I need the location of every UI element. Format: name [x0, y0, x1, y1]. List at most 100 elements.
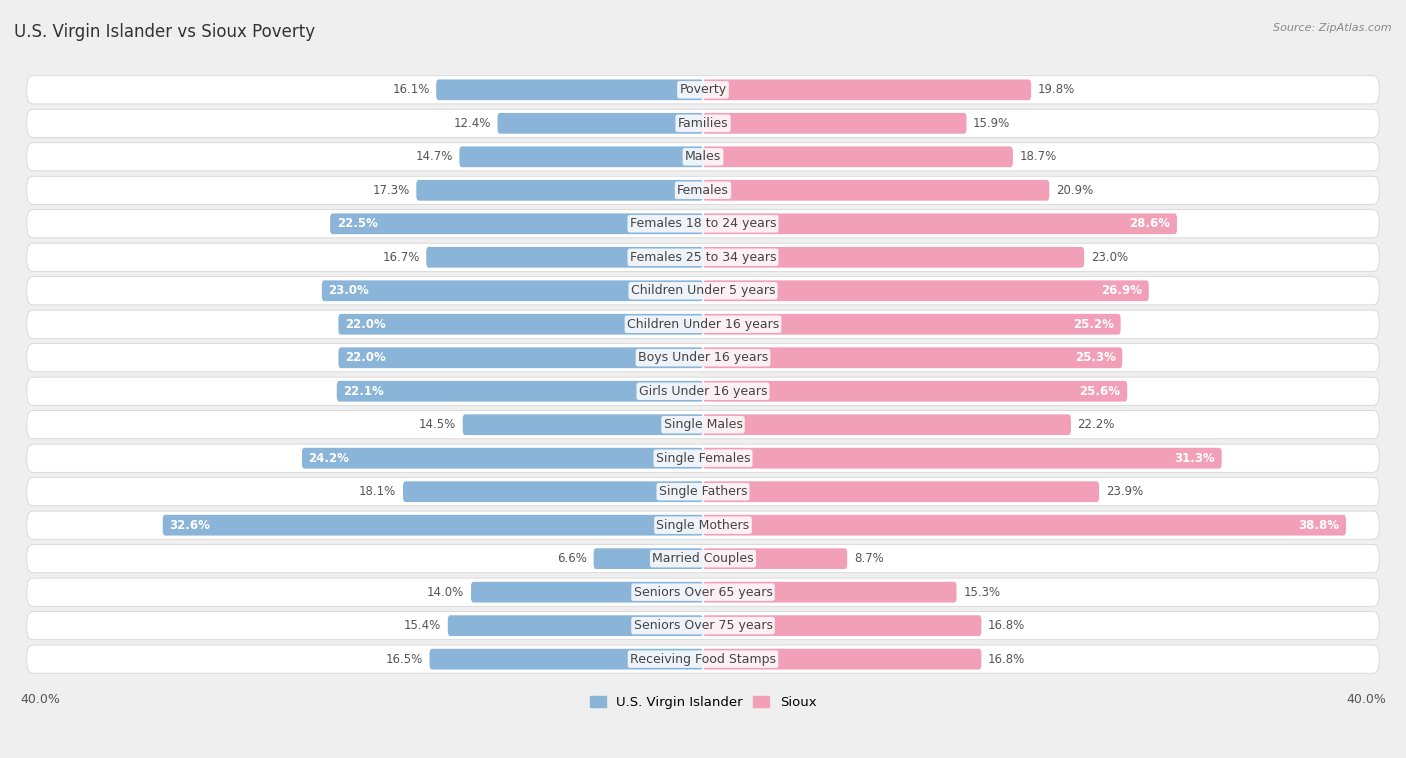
Text: Children Under 5 years: Children Under 5 years [631, 284, 775, 297]
FancyBboxPatch shape [703, 347, 1122, 368]
Text: 15.9%: 15.9% [973, 117, 1011, 130]
FancyBboxPatch shape [703, 146, 1012, 168]
FancyBboxPatch shape [430, 649, 703, 669]
FancyBboxPatch shape [27, 343, 1379, 372]
Text: Children Under 16 years: Children Under 16 years [627, 318, 779, 330]
FancyBboxPatch shape [436, 80, 703, 100]
Text: 32.6%: 32.6% [169, 518, 211, 531]
FancyBboxPatch shape [703, 582, 956, 603]
Text: 22.1%: 22.1% [343, 385, 384, 398]
Text: 18.1%: 18.1% [359, 485, 396, 498]
Text: Source: ZipAtlas.com: Source: ZipAtlas.com [1274, 23, 1392, 33]
Text: 18.7%: 18.7% [1019, 150, 1057, 163]
Text: 31.3%: 31.3% [1174, 452, 1215, 465]
Text: 16.8%: 16.8% [988, 653, 1025, 666]
FancyBboxPatch shape [703, 415, 1071, 435]
Text: Girls Under 16 years: Girls Under 16 years [638, 385, 768, 398]
FancyBboxPatch shape [27, 645, 1379, 673]
Text: Females 25 to 34 years: Females 25 to 34 years [630, 251, 776, 264]
Text: 22.0%: 22.0% [344, 318, 385, 330]
Text: 16.7%: 16.7% [382, 251, 419, 264]
FancyBboxPatch shape [703, 314, 1121, 334]
Text: 16.5%: 16.5% [385, 653, 423, 666]
FancyBboxPatch shape [703, 649, 981, 669]
Text: Seniors Over 65 years: Seniors Over 65 years [634, 586, 772, 599]
FancyBboxPatch shape [703, 615, 981, 636]
Text: 8.7%: 8.7% [853, 552, 883, 565]
Text: 20.9%: 20.9% [1056, 183, 1094, 197]
Text: 38.8%: 38.8% [1298, 518, 1340, 531]
Text: 6.6%: 6.6% [557, 552, 586, 565]
Text: 16.8%: 16.8% [988, 619, 1025, 632]
Text: 22.5%: 22.5% [337, 218, 378, 230]
FancyBboxPatch shape [27, 109, 1379, 137]
Text: 23.0%: 23.0% [1091, 251, 1128, 264]
FancyBboxPatch shape [703, 180, 1049, 201]
Text: Single Mothers: Single Mothers [657, 518, 749, 531]
FancyBboxPatch shape [27, 544, 1379, 573]
FancyBboxPatch shape [703, 80, 1031, 100]
FancyBboxPatch shape [416, 180, 703, 201]
Text: 12.4%: 12.4% [454, 117, 491, 130]
FancyBboxPatch shape [27, 176, 1379, 205]
Text: 14.7%: 14.7% [415, 150, 453, 163]
Text: 19.8%: 19.8% [1038, 83, 1076, 96]
FancyBboxPatch shape [27, 478, 1379, 506]
FancyBboxPatch shape [27, 377, 1379, 406]
Text: 26.9%: 26.9% [1101, 284, 1142, 297]
FancyBboxPatch shape [339, 314, 703, 334]
Text: Males: Males [685, 150, 721, 163]
FancyBboxPatch shape [330, 214, 703, 234]
FancyBboxPatch shape [703, 247, 1084, 268]
Legend: U.S. Virgin Islander, Sioux: U.S. Virgin Islander, Sioux [585, 691, 821, 715]
FancyBboxPatch shape [593, 548, 703, 569]
Text: Females 18 to 24 years: Females 18 to 24 years [630, 218, 776, 230]
Text: Single Males: Single Males [664, 418, 742, 431]
FancyBboxPatch shape [27, 76, 1379, 104]
FancyBboxPatch shape [703, 280, 1149, 301]
FancyBboxPatch shape [703, 113, 966, 133]
Text: U.S. Virgin Islander vs Sioux Poverty: U.S. Virgin Islander vs Sioux Poverty [14, 23, 315, 41]
FancyBboxPatch shape [27, 444, 1379, 472]
FancyBboxPatch shape [27, 310, 1379, 338]
Text: 23.9%: 23.9% [1105, 485, 1143, 498]
Text: 14.0%: 14.0% [427, 586, 464, 599]
Text: 15.3%: 15.3% [963, 586, 1000, 599]
Text: 25.3%: 25.3% [1074, 351, 1115, 365]
FancyBboxPatch shape [322, 280, 703, 301]
Text: 16.1%: 16.1% [392, 83, 430, 96]
Text: 17.3%: 17.3% [373, 183, 409, 197]
Text: Seniors Over 75 years: Seniors Over 75 years [634, 619, 772, 632]
Text: 24.2%: 24.2% [308, 452, 350, 465]
Text: 22.2%: 22.2% [1077, 418, 1115, 431]
FancyBboxPatch shape [703, 381, 1128, 402]
Text: 25.2%: 25.2% [1073, 318, 1114, 330]
FancyBboxPatch shape [703, 515, 1346, 536]
FancyBboxPatch shape [27, 411, 1379, 439]
FancyBboxPatch shape [426, 247, 703, 268]
FancyBboxPatch shape [703, 214, 1177, 234]
FancyBboxPatch shape [460, 146, 703, 168]
FancyBboxPatch shape [703, 548, 848, 569]
Text: 15.4%: 15.4% [404, 619, 441, 632]
FancyBboxPatch shape [471, 582, 703, 603]
Text: Females: Females [678, 183, 728, 197]
FancyBboxPatch shape [703, 448, 1222, 468]
Text: Married Couples: Married Couples [652, 552, 754, 565]
Text: 22.0%: 22.0% [344, 351, 385, 365]
FancyBboxPatch shape [27, 578, 1379, 606]
FancyBboxPatch shape [339, 347, 703, 368]
FancyBboxPatch shape [27, 612, 1379, 640]
Text: 23.0%: 23.0% [329, 284, 370, 297]
FancyBboxPatch shape [463, 415, 703, 435]
FancyBboxPatch shape [703, 481, 1099, 502]
Text: Single Females: Single Females [655, 452, 751, 465]
Text: Families: Families [678, 117, 728, 130]
Text: Boys Under 16 years: Boys Under 16 years [638, 351, 768, 365]
Text: Poverty: Poverty [679, 83, 727, 96]
FancyBboxPatch shape [27, 277, 1379, 305]
FancyBboxPatch shape [337, 381, 703, 402]
FancyBboxPatch shape [27, 210, 1379, 238]
Text: Single Fathers: Single Fathers [659, 485, 747, 498]
FancyBboxPatch shape [27, 243, 1379, 271]
